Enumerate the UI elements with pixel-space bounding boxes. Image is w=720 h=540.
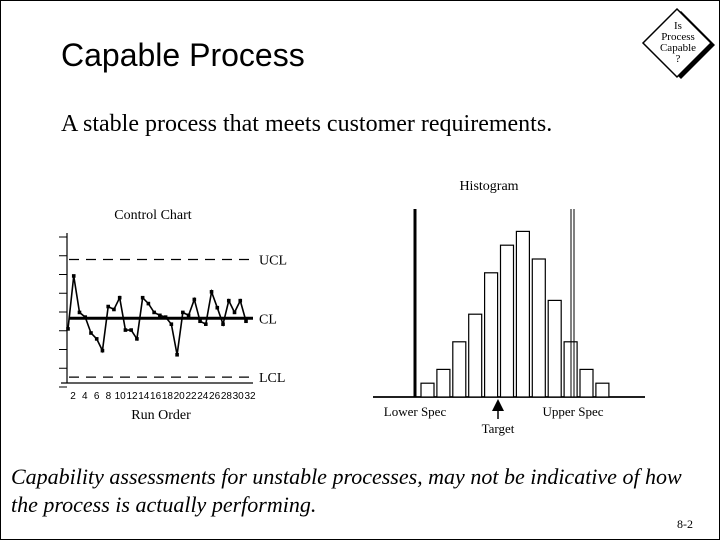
histogram-bar (595, 382, 610, 398)
slide-subtitle: A stable process that meets customer req… (61, 111, 553, 137)
data-point (198, 319, 202, 324)
histogram-bar (579, 368, 594, 398)
data-point (181, 310, 185, 315)
data-point (129, 328, 133, 332)
cl-label: CL (259, 312, 277, 327)
data-point (221, 322, 225, 326)
x-tick-label: 24 (197, 391, 209, 402)
data-point (100, 348, 105, 353)
x-tick-label: 30 (233, 391, 245, 402)
control-chart-title: Control Chart (114, 208, 191, 223)
data-point (226, 298, 231, 303)
data-point (215, 305, 220, 310)
data-point (158, 313, 162, 318)
data-point (106, 304, 110, 309)
control-chart-x-ticks: 2 4 6 8 10 12 14 16 18 20 22 24 26 28 30 32 (70, 391, 256, 402)
data-point (244, 319, 248, 324)
histogram-bar (484, 272, 499, 398)
control-chart-line (67, 275, 247, 355)
histogram-bar (547, 299, 562, 398)
histogram-bars (420, 230, 610, 398)
data-point (186, 313, 191, 318)
badge-line-1: Is (674, 20, 682, 32)
x-tick-label: 4 (82, 391, 88, 402)
upper-spec-label: Upper Spec (542, 404, 603, 419)
data-point (232, 310, 237, 315)
histogram-bar (436, 368, 451, 398)
histogram-bar (468, 313, 483, 398)
x-tick-label: 28 (221, 391, 233, 402)
badge-line-4: ? (675, 53, 681, 65)
process-capable-badge (641, 7, 715, 79)
x-tick-label: 16 (150, 391, 162, 402)
target-label: Target (482, 421, 515, 436)
histogram-bar (420, 382, 435, 398)
x-tick-label: 8 (106, 391, 112, 402)
lower-spec-label: Lower Spec (384, 404, 447, 419)
control-chart-series (66, 274, 248, 357)
data-point (146, 301, 151, 306)
x-tick-label: 32 (244, 391, 256, 402)
x-tick-label: 12 (126, 391, 138, 402)
data-point (112, 307, 116, 312)
badge-text: Is Process Capable ? (651, 21, 705, 65)
slide-title: Capable Process (61, 37, 305, 73)
data-point (135, 337, 139, 341)
data-point (94, 337, 99, 341)
data-point (83, 315, 88, 319)
data-point (66, 327, 70, 331)
x-tick-label: 18 (162, 391, 174, 402)
lcl-label: LCL (259, 371, 285, 386)
data-point (123, 328, 128, 332)
x-tick-label: 26 (209, 391, 221, 402)
caption: Capability assessments for unstable proc… (11, 464, 682, 517)
run-order-label: Run Order (131, 408, 191, 423)
data-point (209, 290, 214, 294)
data-point (89, 331, 93, 335)
histogram-bar (515, 230, 531, 398)
x-tick-label: 2 (70, 391, 76, 402)
page-number: 8-2 (677, 517, 693, 531)
data-point (71, 274, 76, 278)
x-tick-label: 14 (138, 391, 150, 402)
data-point (238, 298, 243, 303)
data-point (77, 310, 82, 315)
data-point (204, 322, 208, 326)
histogram-bar (452, 341, 467, 398)
histogram-bar (499, 244, 515, 398)
histogram-bar (531, 258, 546, 398)
x-tick-label: 22 (185, 391, 197, 402)
data-point (192, 297, 197, 302)
badge-line-2: Process (661, 31, 695, 43)
target-arrow-icon (492, 399, 504, 411)
data-point (163, 315, 168, 319)
x-tick-label: 20 (174, 391, 186, 402)
data-point (140, 295, 145, 300)
control-chart-axes (61, 233, 253, 384)
data-point (169, 322, 174, 326)
histogram-title: Histogram (459, 179, 518, 194)
badge-line-3: Capable (659, 42, 697, 54)
data-point (175, 352, 179, 357)
data-point (152, 310, 156, 315)
x-tick-label: 10 (115, 391, 127, 402)
data-point (117, 295, 122, 300)
ucl-label: UCL (259, 253, 287, 268)
x-tick-label: 6 (94, 391, 100, 402)
control-chart-y-ticks (59, 236, 67, 388)
